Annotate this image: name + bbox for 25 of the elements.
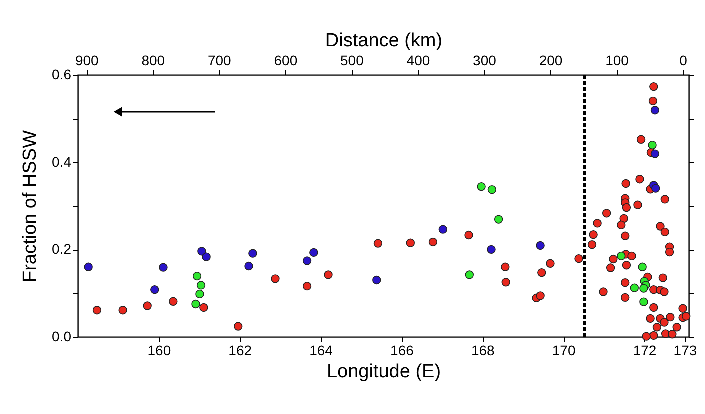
x2-tick-label: 500 xyxy=(340,52,364,68)
x2-tick-label: 700 xyxy=(208,52,232,68)
x-tick-label: 166 xyxy=(390,342,414,358)
x-tick-label: 168 xyxy=(471,342,496,358)
y-tick-label: 0.2 xyxy=(52,241,72,258)
x-tick-label: 162 xyxy=(228,342,252,358)
x2-tick-label: 400 xyxy=(406,52,430,68)
x2-tick-label: 100 xyxy=(606,52,630,68)
x-tick-label: 164 xyxy=(310,342,334,358)
x2-tick-label: 300 xyxy=(473,52,497,68)
x-axis-title: Longitude (E) xyxy=(326,362,442,382)
y-tick-label: 0.4 xyxy=(52,154,72,170)
x-tick-label: 160 xyxy=(148,342,172,358)
x-tick-label: 170 xyxy=(552,342,576,358)
x-tick-label: 173 xyxy=(674,342,698,358)
x2-tick-label: 900 xyxy=(75,52,100,68)
y-axis-title: Fraction of HSSW xyxy=(20,130,42,283)
x2-tick-label: 600 xyxy=(274,52,298,68)
y-tick-label: 0.0 xyxy=(52,328,72,344)
x2-axis-title: Distance (km) xyxy=(325,30,443,52)
x-tick-label: 172 xyxy=(633,342,657,358)
x2-tick-label: 0 xyxy=(680,52,688,68)
x2-tick-label: 200 xyxy=(539,52,563,68)
y-tick-label: 0.6 xyxy=(52,66,72,82)
x2-tick-label: 800 xyxy=(142,52,166,68)
